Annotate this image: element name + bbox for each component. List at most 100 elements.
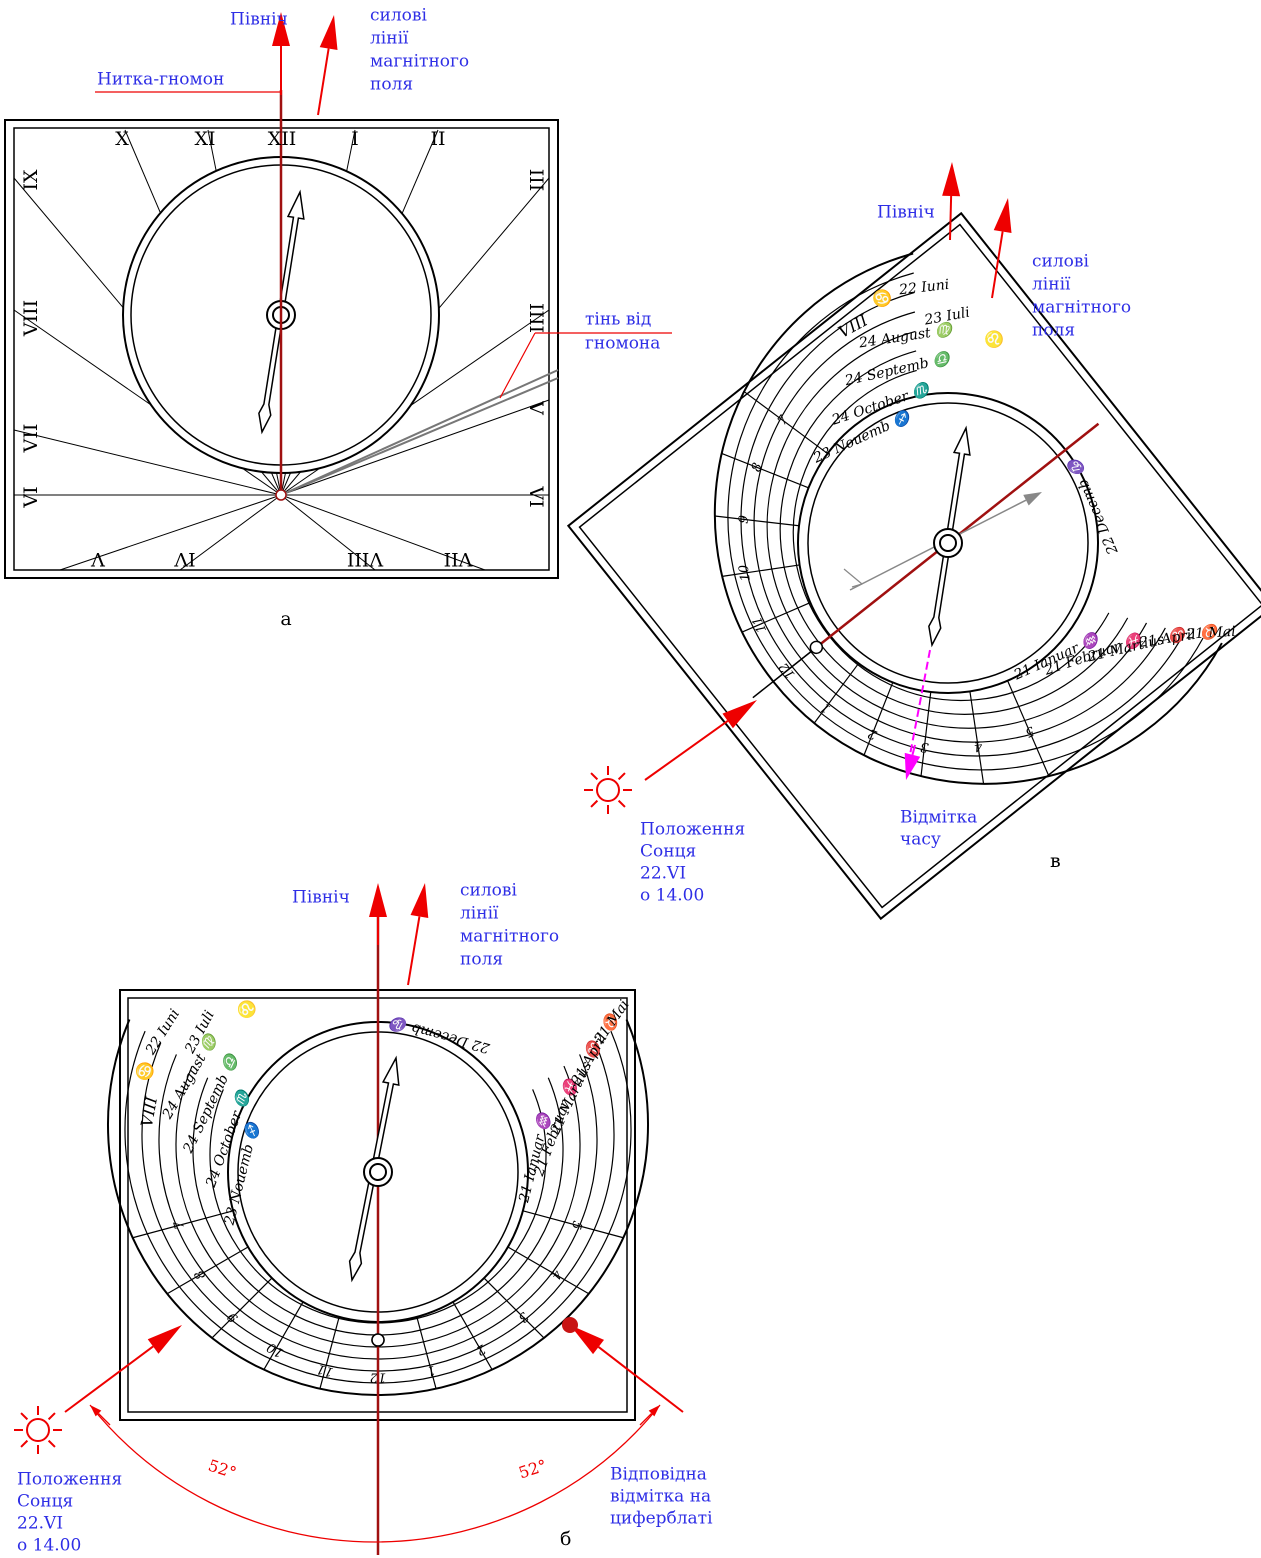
- hour-line: [741, 602, 811, 633]
- hour-line: [280, 494, 376, 571]
- hour-line: [179, 494, 282, 571]
- sun-ray: [47, 1412, 56, 1421]
- sun-position-label: Сонця: [640, 842, 696, 862]
- sun-line: [752, 646, 817, 699]
- hour-numeral: IIII: [525, 303, 547, 333]
- arrow-head: [942, 162, 961, 197]
- hour-numeral: I: [351, 128, 359, 150]
- gnomon-base: [809, 640, 824, 655]
- hour-numeral: 5: [568, 1219, 585, 1231]
- sun-icon: [26, 1418, 50, 1442]
- arrow-feather: [851, 583, 863, 588]
- hour-numeral: V: [525, 400, 547, 415]
- hour-line: [280, 494, 486, 571]
- caption: б: [560, 1528, 571, 1550]
- field-lines-label: магнітного: [1032, 298, 1131, 318]
- hour-line: [13, 429, 282, 496]
- arrow-head: [410, 883, 429, 919]
- field-lines-label: магнітного: [460, 927, 559, 947]
- angle-arc: [89, 1404, 661, 1543]
- gnomon-shadow: [280, 377, 559, 496]
- sun-ray: [590, 799, 599, 808]
- hour-numeral: VII: [444, 548, 474, 570]
- hour-line: [863, 682, 894, 756]
- north-label: Північ: [877, 203, 935, 223]
- field-lines-label: поля: [460, 950, 503, 970]
- field-lines-label: поля: [1032, 321, 1075, 341]
- time-mark-label: часу: [900, 830, 941, 850]
- hour-line: [280, 399, 550, 496]
- hour-numeral: 3: [919, 739, 929, 755]
- arrow-shaft: [98, 1413, 111, 1426]
- arrow-head: [369, 883, 387, 917]
- matching-mark-label: відмітка на: [610, 1487, 711, 1507]
- hour-numeral: VII: [20, 424, 42, 454]
- field-lines-label: поля: [370, 75, 413, 95]
- hour-line: [59, 494, 282, 571]
- compass-pivot: [369, 1163, 387, 1181]
- sun-ray: [47, 1439, 56, 1448]
- shadow-label: гномона: [585, 334, 660, 354]
- arrow-head: [1023, 492, 1042, 506]
- hour-numeral: IV: [174, 548, 196, 570]
- month-label: 21 Mai: [1185, 624, 1236, 643]
- hour-numeral: 4: [973, 738, 984, 754]
- sun-ray: [20, 1412, 29, 1421]
- gnomon-base: [275, 489, 287, 501]
- hour-line: [722, 564, 800, 577]
- hour-numeral: II: [430, 128, 445, 150]
- arrow-head: [90, 1405, 102, 1417]
- hour-line: [452, 1301, 493, 1370]
- field-lines-label: силові: [460, 881, 517, 901]
- sun-position-label: Положення: [640, 820, 745, 840]
- sun-position-label: Сонця: [17, 1492, 73, 1512]
- hour-line: [721, 452, 809, 489]
- hour-numeral: 9: [736, 514, 752, 524]
- hour-numeral: VI: [20, 486, 42, 508]
- arrow-head: [147, 1325, 182, 1354]
- hour-numeral: VI: [525, 485, 547, 507]
- field-lines-label: силові: [1032, 252, 1089, 272]
- caption: а: [280, 608, 291, 630]
- arrow-shaft: [597, 1346, 684, 1413]
- zodiac-sign: ♋: [871, 287, 893, 309]
- hour-line: [714, 515, 800, 527]
- north-label: Північ: [292, 888, 350, 908]
- thread-label: Нитка-гномон: [97, 70, 224, 90]
- arrow-shaft: [911, 744, 916, 756]
- hour-numeral: 1: [425, 1362, 437, 1379]
- sun-position-label: Положення: [17, 1470, 122, 1490]
- matching-mark-label: Відповідна: [610, 1465, 707, 1485]
- arrow-head: [319, 15, 338, 50]
- hour-line: [132, 1210, 234, 1239]
- hour-numeral: 11: [750, 614, 770, 635]
- arrow-feather: [843, 568, 863, 585]
- arrow-shaft: [317, 48, 330, 116]
- hour-numeral: III: [525, 169, 547, 192]
- sun-ray: [20, 1439, 29, 1448]
- arrow-head: [648, 1405, 660, 1417]
- arrow-shaft: [639, 1413, 652, 1426]
- hour-line: [507, 1246, 590, 1295]
- shadow-label: тінь від: [585, 310, 651, 330]
- arrow-head: [993, 198, 1012, 233]
- gnomon-shadow: [280, 369, 559, 496]
- angle-label: 52°: [206, 1456, 239, 1483]
- month-label: 22 Iuni: [897, 277, 950, 299]
- hour-numeral: 10: [737, 564, 754, 583]
- matching-mark-label: циферблаті: [610, 1509, 713, 1529]
- hour-numeral: 11: [315, 1361, 335, 1380]
- caption: в: [1050, 850, 1061, 872]
- arrow-shaft: [64, 1345, 154, 1413]
- hour-line: [416, 1316, 437, 1389]
- sun-icon: [596, 778, 620, 802]
- sun-mark-dot: [562, 1317, 578, 1333]
- gnomon-base: [371, 1333, 385, 1347]
- hour-line: [211, 1277, 273, 1339]
- hour-line: [969, 691, 985, 784]
- field-lines-label: магнітного: [370, 52, 469, 72]
- hour-numeral: V: [91, 548, 106, 570]
- hour-line: [166, 1246, 249, 1295]
- north-label: Північ: [230, 10, 288, 30]
